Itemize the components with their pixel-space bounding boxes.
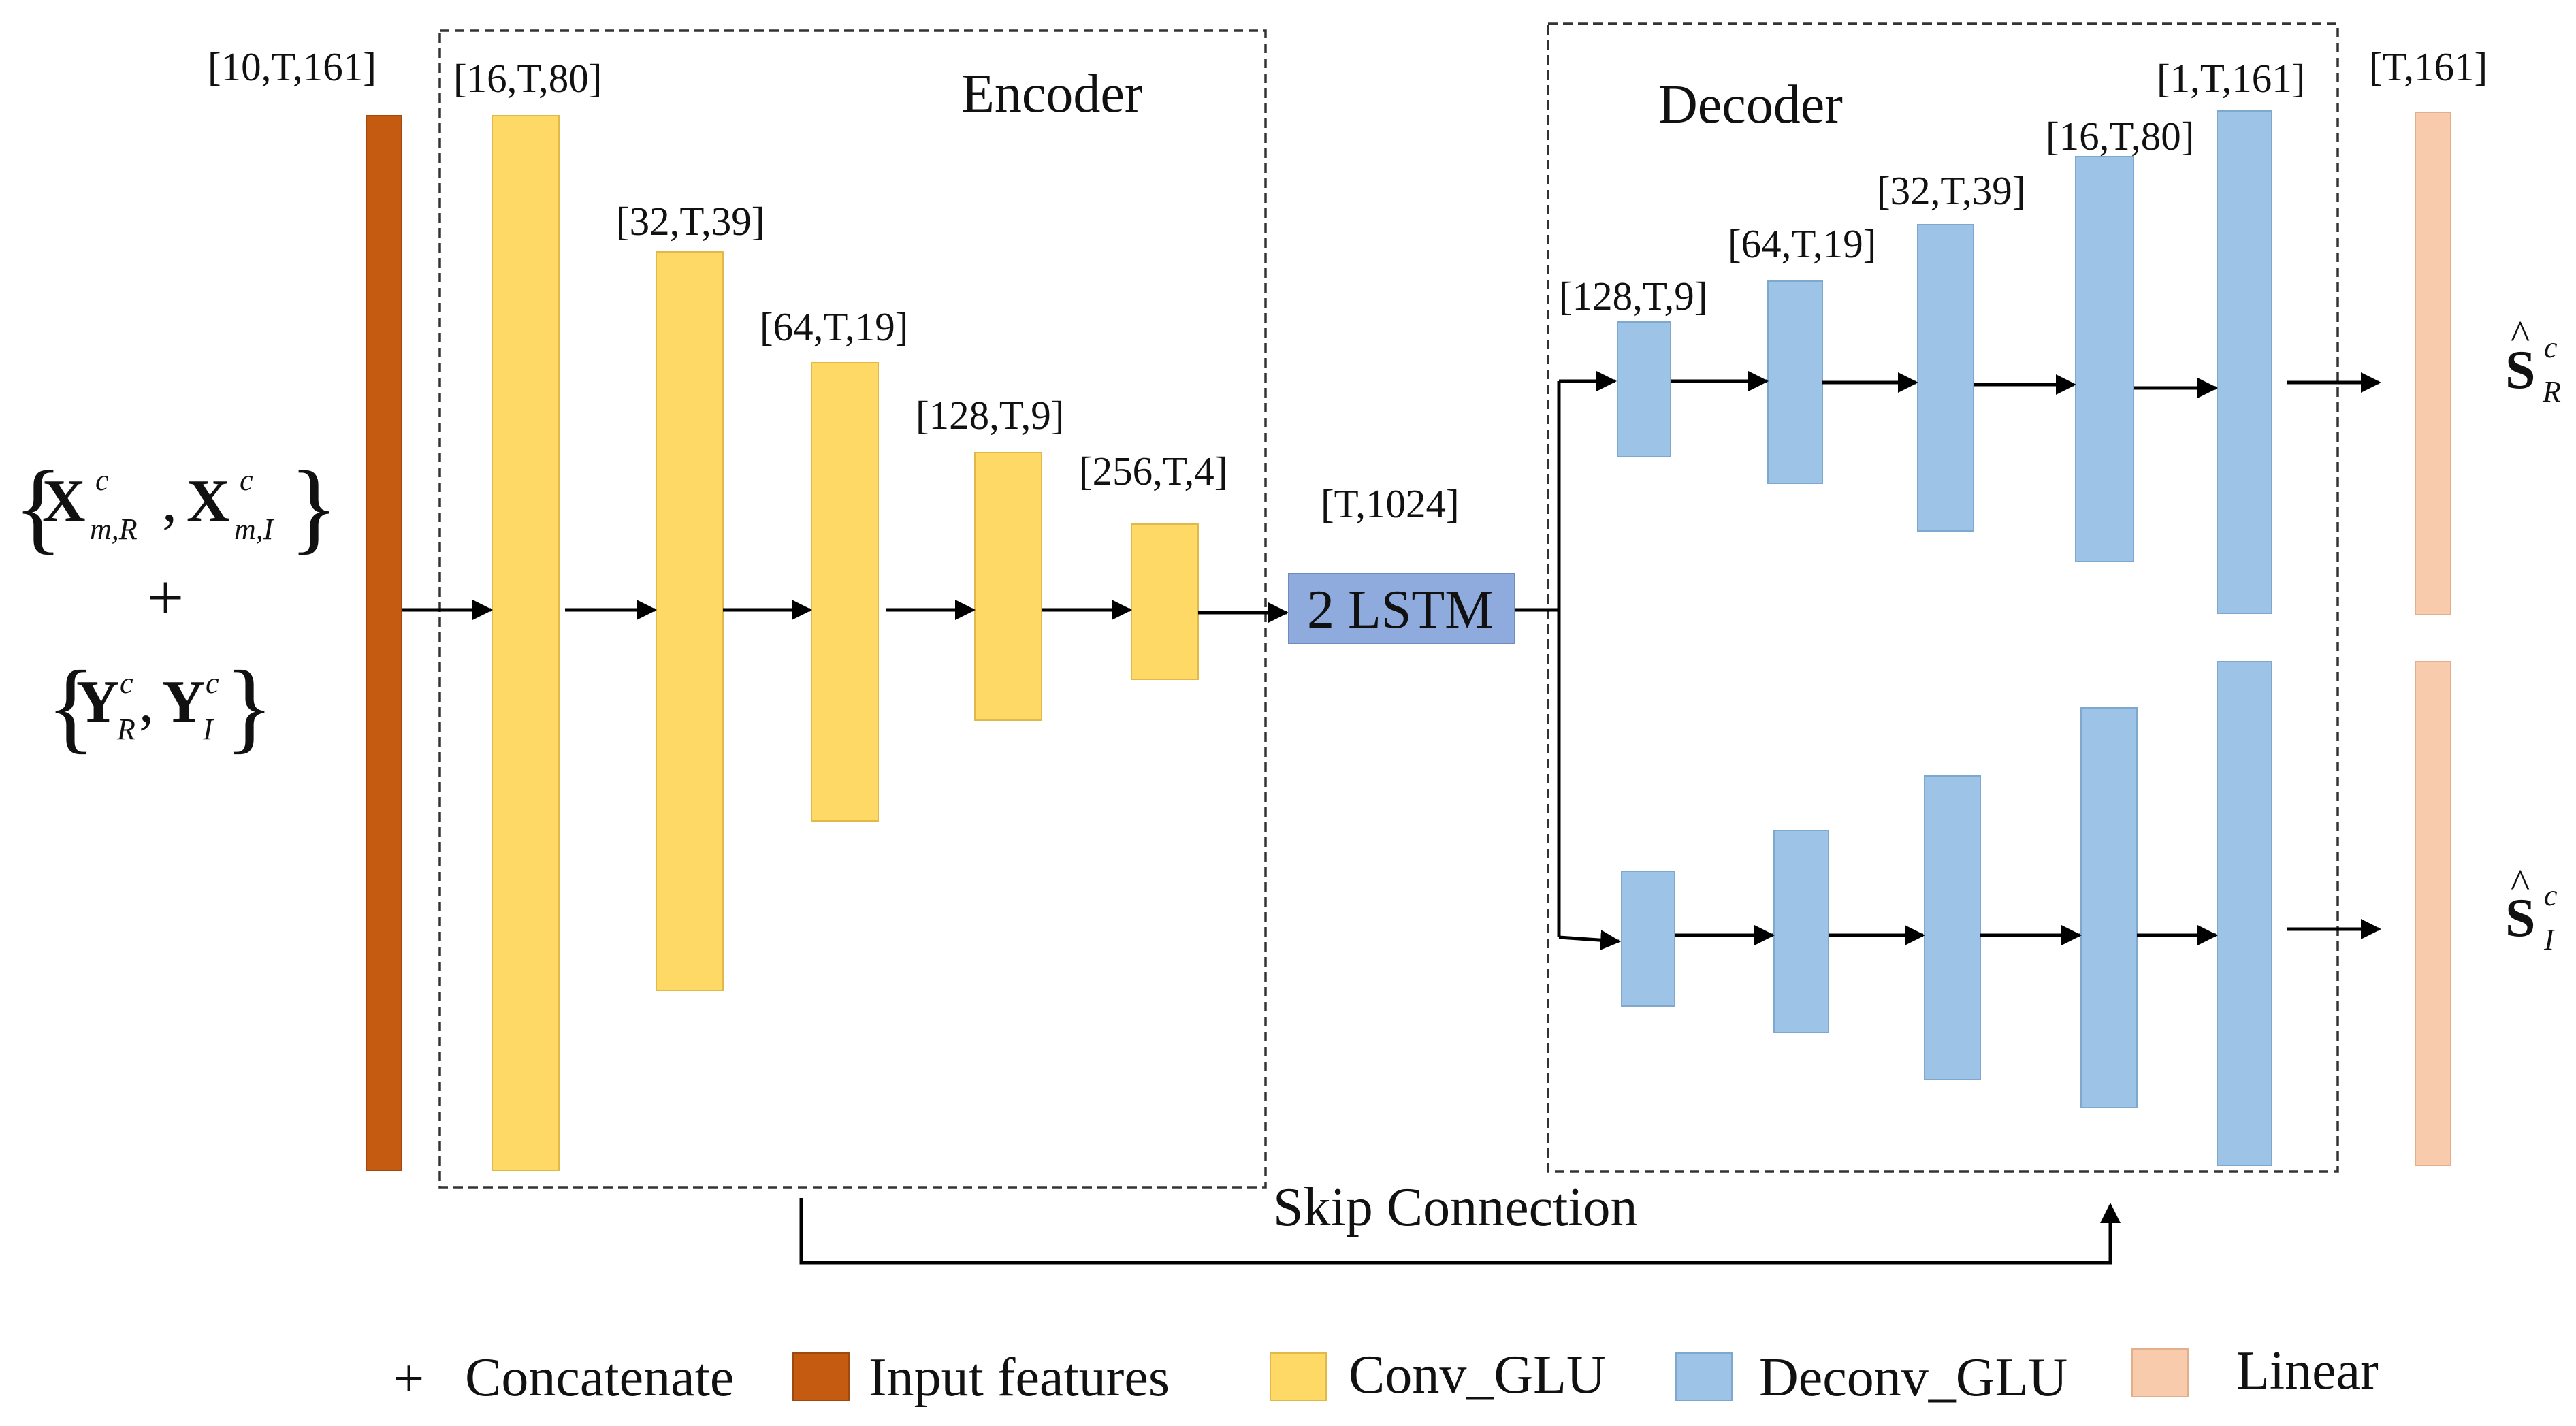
svg-text:^: ^ [2511,861,2530,906]
encoder-blocks [492,115,1199,1171]
y-imag-sup: c [206,666,219,700]
decoder-imag-blocks [1621,661,2272,1166]
decoder-box [1547,22,2339,1173]
y-real-symbol: Y [76,669,120,735]
legend-input-features-swatch [792,1352,850,1401]
encoder-conv-block-2 [656,251,724,991]
encoder-shape-label-3: [64,T,19] [760,304,908,349]
linear-real-bar [2415,112,2451,615]
decoder-real-blocks [1617,110,2272,614]
encoder-conv-block-5 [1131,523,1199,680]
x-imag-sub: m,I [234,513,275,546]
encoder-conv-block-1 [492,115,560,1171]
legend-concatenate-label: Concatenate [465,1348,734,1408]
skip-connection-label: Skip Connection [1273,1178,1638,1237]
decoder-real-block-1 [1617,321,1671,457]
decoder-real-block-5 [2217,110,2272,614]
decoder-shape-label-4: [16,T,80] [2046,114,2194,159]
legend-linear-label: Linear [2236,1341,2379,1401]
encoder-conv-block-4 [974,452,1042,721]
x-real-sub: m,R [90,513,138,546]
y-imag-sub: I [202,713,214,746]
svg-text:^: ^ [2511,312,2530,357]
decoder-shape-label-3: [32,T,39] [1877,168,2025,213]
input-features-bar [366,115,402,1171]
skip-connection [799,1198,2121,1265]
decoder-real-arrows [1671,371,2381,398]
encoder-conv-block-3 [811,362,879,822]
decoder-title: Decoder [1658,75,1843,135]
encoder-shape-label-5: [256,T,4] [1079,449,1227,493]
decoder-imag-block-5 [2217,661,2272,1166]
encoder-shape-label-1: [16,T,80] [453,56,602,101]
decoder-imag-block-3 [1924,775,1981,1080]
lstm-label: 2 LSTM [1307,580,1493,640]
svg-text:I: I [2543,923,2556,956]
decoder-imag-block-1 [1621,871,1675,1007]
x-imag-symbol: X [187,468,230,534]
encoder-title: Encoder [961,64,1143,124]
legend-linear-swatch [2131,1348,2189,1397]
legend-deconv-glu-label: Deconv_GLU [1759,1348,2067,1408]
decoder-shape-labels: [128,T,9] [64,T,19] [32,T,39] [16,T,80] … [1559,56,2305,319]
svg-text:}: } [289,451,338,564]
x-real-symbol: X [42,468,86,534]
legend-conv-glu-label: Conv_GLU [1349,1345,1606,1405]
decoder-real-block-3 [1917,224,1974,532]
y-real-sup: c [120,666,133,700]
input-formula: { X c m,R , X c m,I } + { Y c R , Y c I … [14,451,338,763]
legend-input-features-label: Input features [869,1348,1170,1408]
svg-text:}: } [225,650,274,763]
svg-text:S: S [2505,888,2536,948]
y-real-sub: R [116,713,135,746]
linear-imag-bar [2415,661,2451,1166]
x-real-sup: c [95,464,109,497]
output-imag-symbol: S ^ c I [2505,861,2558,956]
svg-text:S: S [2505,340,2536,400]
decoder-real-block-4 [2075,156,2134,562]
svg-text:c: c [2544,331,2558,364]
decoder-shape-label-1: [128,T,9] [1559,274,1707,319]
decoder-imag-arrows [1675,919,2381,945]
svg-text:{: { [46,650,95,763]
x-imag-sup: c [240,464,253,497]
encoder-shape-label-2: [32,T,39] [616,199,764,244]
svg-text:,: , [139,669,154,735]
plus-symbol: + [147,561,184,634]
encoder-shape-label-4: [128,T,9] [916,393,1064,438]
lstm-shape-label: [T,1024] [1321,481,1460,526]
decoder-shape-label-5: [1,T,161] [2157,56,2305,101]
decoder-imag-block-4 [2080,707,2138,1108]
legend-deconv-glu-swatch [1675,1352,1733,1401]
encoder-arrows [402,600,1289,623]
decoder-shape-label-2: [64,T,19] [1728,221,1876,266]
encoder-shape-labels: [16,T,80] [32,T,39] [64,T,19] [128,T,9] … [453,56,1227,493]
legend: + Concatenate Input features Conv_GLU De… [393,1341,2379,1409]
y-imag-symbol: Y [162,669,206,735]
svg-text:,: , [162,468,177,534]
decoder-real-block-2 [1767,280,1823,484]
legend-conv-glu-swatch [1270,1352,1327,1401]
output-shape-label: [T,161] [2369,44,2488,89]
input-shape-label: [10,T,161] [208,44,376,89]
legend-concatenate-symbol: + [393,1349,424,1409]
branch-lines [1515,371,1621,951]
output-real-symbol: S ^ c R [2505,312,2561,408]
svg-text:c: c [2544,879,2558,912]
svg-text:{: { [14,451,63,564]
lstm-block [1288,573,1515,644]
svg-text:R: R [2542,375,2561,408]
decoder-imag-block-2 [1773,830,1829,1033]
